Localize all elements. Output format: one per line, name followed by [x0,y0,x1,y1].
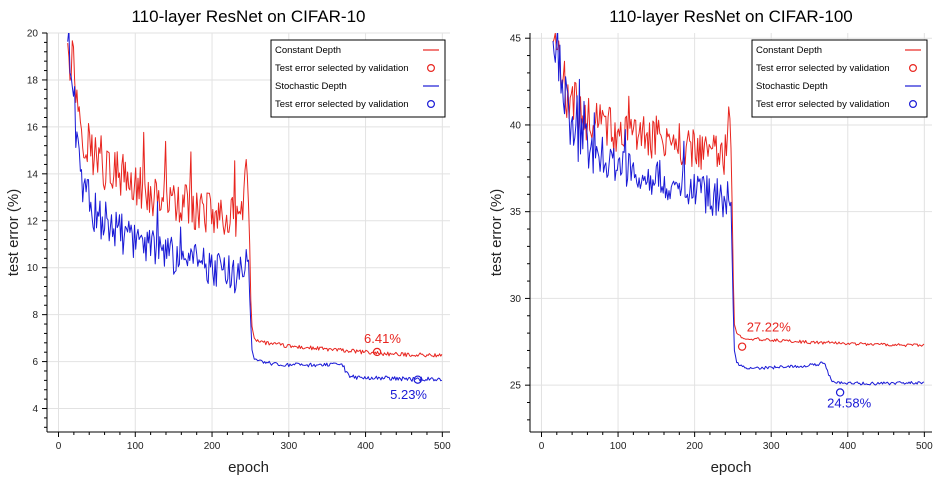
x-tick-label: 200 [204,441,221,452]
y-tick-label: 30 [510,294,522,305]
chart-panel-1: 110-layer ResNet on CIFAR-10 0 100 200 300 40… [5,7,451,476]
legend-marker-swatch [427,99,436,108]
x-axis-label: epoch [711,459,752,476]
chart-panel-2: 110-layer ResNet on CIFAR-100 0 100 200 300 4… [488,7,933,476]
series-line-stochastic-depth [552,33,925,386]
legend-label: Test error selected by validation [756,63,890,74]
y-tick-label: 16 [27,122,39,133]
legend-box [751,39,928,118]
legend: Constant Depth Test error selected by val… [751,39,928,118]
x-axis-label: epoch [228,459,269,476]
x-tick-label: 300 [280,441,297,452]
legend-label: Constant Depth [275,45,341,56]
chart-title: 110-layer ResNet on CIFAR-100 [609,7,852,26]
legend-label: Constant Depth [756,45,822,56]
legend-label: Stochastic Depth [275,81,347,92]
legend-marker-swatch [908,63,917,72]
y-tick-label: 8 [32,310,38,321]
series-line-constant-depth [67,40,443,358]
x-tick-label: 100 [127,441,144,452]
series-line-stochastic-depth [67,33,443,382]
x-tick-label: 300 [763,441,780,452]
x-tick-label: 100 [610,441,627,452]
x-tick-label: 0 [539,441,545,452]
legend-label: Test error selected by validation [275,63,409,74]
legend-label: Test error selected by validation [275,99,409,110]
selected-point-marker [737,342,747,351]
y-tick-label: 45 [510,34,522,45]
value-annotation: 5.23% [390,387,427,402]
legend: Constant Depth Test error selected by val… [270,39,446,118]
y-tick-label: 4 [32,404,38,415]
selected-point-marker [413,375,422,384]
y-tick-label: 10 [27,263,39,274]
legend-label: Stochastic Depth [756,81,828,92]
x-tick-label: 200 [686,441,703,452]
x-tick-label: 0 [56,441,62,452]
value-annotation: 27.22% [747,319,792,334]
y-tick-label: 12 [27,216,39,227]
y-tick-label: 25 [510,381,522,392]
value-annotation: 6.41% [364,331,401,346]
selected-point-marker [372,347,382,357]
y-tick-label: 35 [510,207,522,218]
y-tick-label: 6 [32,357,38,368]
x-tick-label: 500 [916,441,933,452]
legend-marker-swatch [427,63,436,72]
x-tick-label: 400 [839,441,856,452]
selected-point-marker [835,388,845,397]
legend-label: Test error selected by validation [756,99,890,110]
x-tick-label: 400 [357,441,374,452]
y-axis-label: test error (%) [488,189,505,277]
y-tick-label: 20 [27,29,39,40]
y-tick-label: 14 [27,169,39,180]
x-tick-label: 500 [434,441,451,452]
value-annotation: 24.58% [827,396,872,411]
legend-box [270,39,446,118]
y-tick-label: 40 [510,120,522,131]
legend-marker-swatch [908,99,917,108]
y-axis-label: test error (%) [5,189,22,277]
series-line-constant-depth [552,33,925,348]
y-tick-label: 18 [27,75,39,86]
chart-title: 110-layer ResNet on CIFAR-10 [131,7,365,26]
